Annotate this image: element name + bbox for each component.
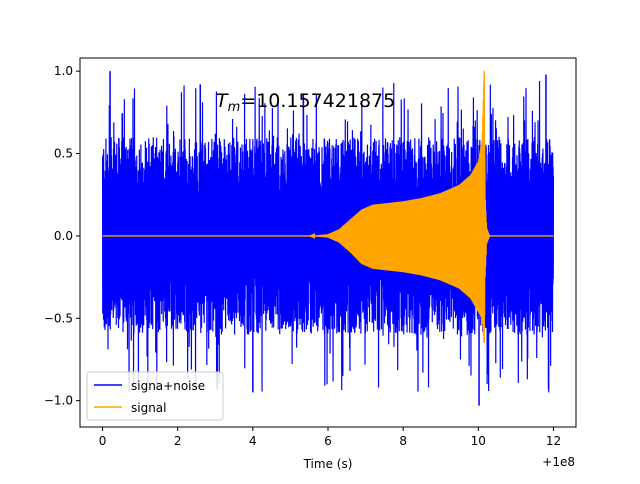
series-signal [102,71,554,343]
legend-label-signa-noise: signa+noise [131,379,205,393]
annotation-tm: Tm=10.157421875 [216,90,395,115]
annotation-symbol: T [216,90,229,112]
x-tick-label: 4 [249,434,257,448]
x-tick-label: 8 [399,434,407,448]
annotation-subscript: m [228,100,241,115]
x-tick-label: 12 [546,434,561,448]
legend: signa+noise signal [86,371,224,421]
y-tick-label: −0.5 [44,311,73,325]
y-tick-label: 0.5 [54,147,73,161]
y-axis-ticks: 1.0 0.5 0.0 −0.5 −1.0 [44,64,80,408]
x-tick-label: 0 [99,434,107,448]
legend-box [86,371,224,421]
legend-label-signal: signal [131,401,167,415]
x-axis-label: Time (s) [303,457,353,471]
annotation-value: =10.157421875 [240,90,395,112]
x-tick-label: 6 [324,434,332,448]
y-tick-label: 1.0 [54,64,73,78]
y-tick-label: 0.0 [54,229,73,243]
x-axis-ticks: 0 2 4 6 8 10 12 [99,427,561,448]
x-tick-label: 2 [174,434,182,448]
series-line-signal [102,83,554,342]
y-tick-label: −1.0 [44,394,73,408]
x-tick-label: 10 [471,434,486,448]
x-offset-label: +1e8 [542,455,575,469]
